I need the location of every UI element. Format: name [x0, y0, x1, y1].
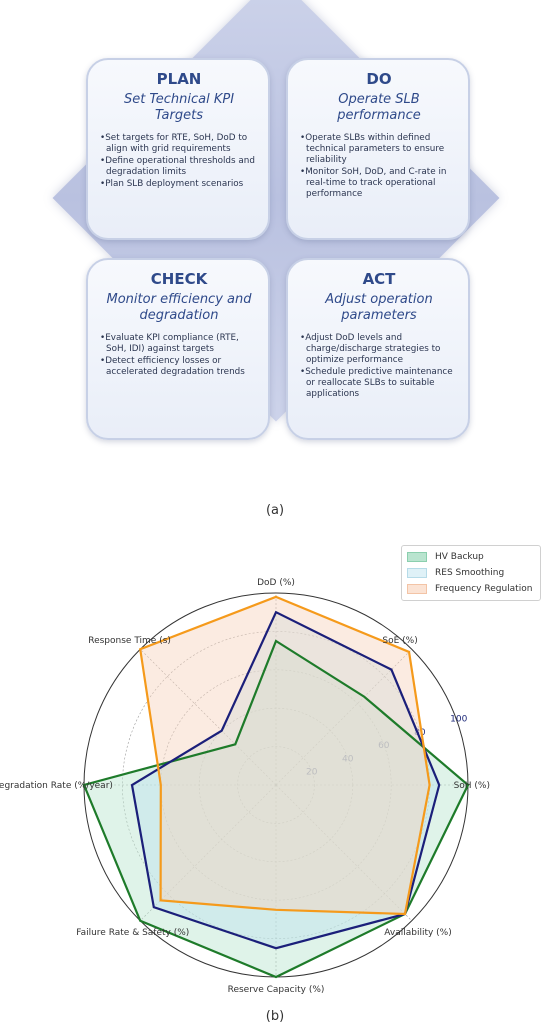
caption-a: (a)	[265, 503, 285, 518]
radial-tick-label: 100	[450, 715, 467, 725]
plan-card: PLAN Set Technical KPI Targets Set targe…	[86, 58, 270, 240]
legend-swatch-hv-backup	[407, 552, 427, 562]
series-line-1	[130, 610, 441, 950]
legend-swatch-res-smoothing	[407, 568, 427, 578]
legend-label: RES Smoothing	[435, 568, 505, 578]
radial-tick-label: 40	[342, 754, 354, 764]
legend-swatch-frequency-regulation	[407, 584, 427, 594]
series-line-2	[139, 595, 431, 916]
series-fill-0	[84, 641, 468, 977]
do-subtitle: Operate SLB performance	[337, 92, 421, 123]
legend-item-res-smoothing: RES Smoothing	[407, 565, 535, 581]
check-bullet: Detect efficiency losses or accelerated …	[100, 356, 258, 378]
grid-spoke	[140, 649, 277, 786]
grid-ring	[237, 746, 315, 824]
plan-bullet: Set targets for RTE, SoH, DoD to align w…	[100, 133, 258, 155]
act-title: ACT	[362, 270, 396, 288]
check-card: CHECK Monitor efficiency and degradation…	[86, 258, 270, 440]
axis-label: DoD (%)	[257, 578, 295, 588]
legend-label: Frequency Regulation	[435, 584, 533, 594]
legend-item-frequency-regulation: Frequency Regulation	[407, 581, 535, 597]
legend-label: HV Backup	[435, 552, 484, 562]
plan-bullets: Set targets for RTE, SoH, DoD to align w…	[100, 133, 258, 190]
check-bullets: Evaluate KPI compliance (RTE, SoH, IDI) …	[100, 333, 258, 378]
radial-tick-label: 80	[414, 728, 426, 738]
axis-label: Availability (%)	[384, 928, 452, 938]
plan-bullet: Define operational thresholds and degrad…	[100, 156, 258, 178]
do-card: DO Operate SLB performance Operate SLBs …	[286, 58, 470, 240]
axis-label: SoE (%)	[382, 636, 417, 646]
check-bullet: Evaluate KPI compliance (RTE, SoH, IDI) …	[100, 333, 258, 355]
do-bullet: Operate SLBs within defined technical pa…	[300, 133, 458, 166]
pdca-diagram: PLAN Set Technical KPI Targets Set targe…	[0, 0, 550, 500]
axis-label: Failure Rate & Safety (%)	[76, 928, 189, 938]
plan-subtitle: Set Technical KPI Targets	[123, 92, 235, 123]
series-fill-2	[140, 596, 430, 914]
axis-label: SoH (%)	[454, 781, 490, 791]
do-bullet: Monitor SoH, DoD, and C-rate in real-tim…	[300, 167, 458, 200]
chart-legend: HV Backup RES Smoothing Frequency Regula…	[401, 545, 541, 601]
plan-title: PLAN	[156, 70, 202, 88]
legend-item-hv-backup: HV Backup	[407, 549, 535, 565]
act-bullets: Adjust DoD levels and charge/discharge s…	[300, 333, 458, 400]
radial-tick-label: 60	[378, 741, 390, 751]
act-bullet: Schedule predictive maintenance or reall…	[300, 367, 458, 400]
check-subtitle: Monitor efficiency and degradation	[106, 292, 252, 323]
grid-spoke	[275, 649, 412, 786]
grid-spoke	[140, 784, 277, 921]
axis-label: Reserve Capacity (%)	[228, 985, 325, 995]
act-bullet: Adjust DoD levels and charge/discharge s…	[300, 333, 458, 366]
series-line-0	[82, 639, 470, 979]
act-subtitle: Adjust operation parameters	[325, 292, 433, 323]
axis-label: Degradation Rate (%/year)	[0, 781, 113, 791]
axis-label: Response Time (s)	[88, 636, 171, 646]
check-title: CHECK	[150, 270, 208, 288]
grid-spoke	[275, 784, 412, 921]
do-bullets: Operate SLBs within defined technical pa…	[300, 133, 458, 200]
do-title: DO	[366, 70, 392, 88]
radial-tick-label: 20	[306, 768, 318, 778]
caption-b: (b)	[265, 1009, 285, 1024]
radar-chart: 20 40 60 80 100 DoD (%) SoE (%) SoH (%) Availabi…	[0, 578, 490, 995]
plan-bullet: Plan SLB deployment scenarios	[100, 179, 258, 190]
act-card: ACT Adjust operation parameters Adjust D…	[286, 258, 470, 440]
